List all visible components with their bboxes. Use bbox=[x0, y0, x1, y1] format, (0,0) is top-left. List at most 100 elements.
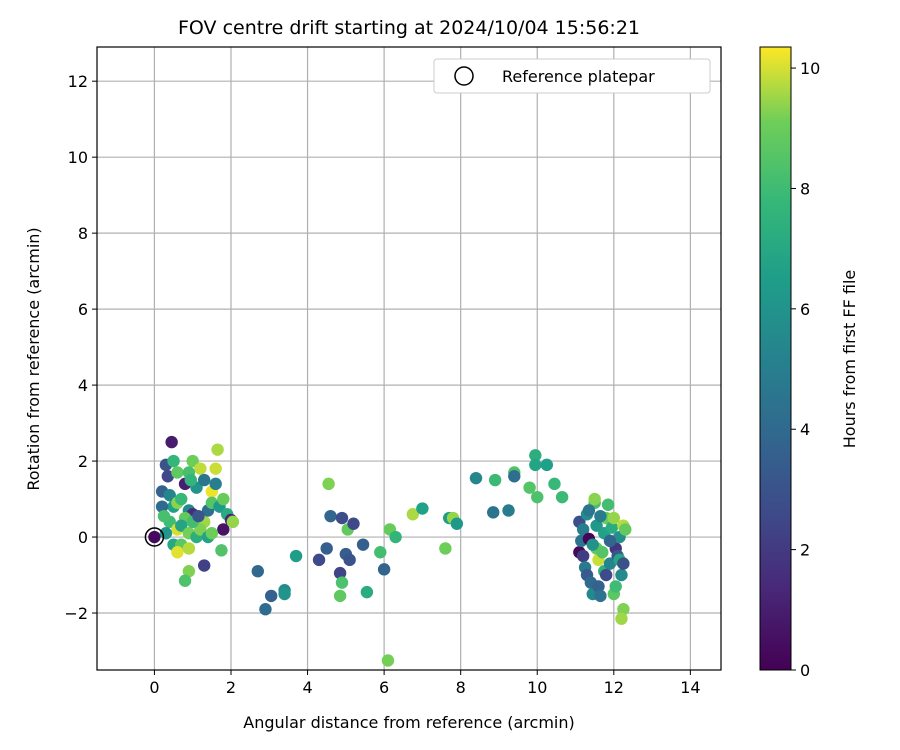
scatter-point bbox=[184, 473, 197, 487]
scatter-point bbox=[343, 553, 356, 567]
scatter-point bbox=[209, 462, 222, 475]
colorbar-tick-label: 6 bbox=[800, 300, 810, 319]
x-tick-label: 0 bbox=[149, 678, 159, 697]
scatter-point bbox=[576, 523, 590, 536]
scatter-point bbox=[406, 508, 420, 521]
scatter-point bbox=[324, 509, 337, 523]
scatter-point bbox=[594, 589, 607, 603]
scatter-point bbox=[523, 481, 536, 494]
scatter-point bbox=[226, 515, 240, 529]
scatter-point bbox=[605, 521, 619, 534]
scatter-point bbox=[182, 542, 196, 555]
scatter-point bbox=[450, 517, 464, 530]
scatter-point bbox=[192, 509, 205, 523]
scatter-point bbox=[389, 530, 402, 544]
colorbar-tick-label: 8 bbox=[800, 179, 810, 198]
scatter-point bbox=[594, 509, 607, 523]
data-points bbox=[155, 435, 632, 667]
scatter-point bbox=[617, 557, 630, 570]
scatter-point bbox=[159, 527, 173, 540]
colorbar-label: Hours from first FF file bbox=[840, 270, 859, 449]
scatter-point bbox=[217, 492, 230, 506]
y-axis-label: Rotation from reference (arcmin) bbox=[24, 227, 43, 490]
scatter-point bbox=[197, 473, 211, 487]
scatter-point bbox=[161, 470, 175, 483]
colorbar-tick-label: 4 bbox=[800, 420, 810, 439]
scatter-point bbox=[163, 489, 176, 502]
y-tick-label: 12 bbox=[68, 72, 88, 91]
x-tick-label: 10 bbox=[527, 678, 547, 697]
scatter-point bbox=[155, 500, 169, 513]
scatter-point bbox=[175, 492, 188, 506]
scatter-point bbox=[603, 534, 617, 548]
chart-title: FOV centre drift starting at 2024/10/04 … bbox=[178, 17, 640, 39]
scatter-point bbox=[209, 477, 222, 491]
scatter-point bbox=[194, 523, 207, 536]
scatter-point bbox=[312, 553, 326, 567]
legend-box bbox=[433, 58, 711, 94]
scatter-point bbox=[617, 603, 630, 616]
scatter-point bbox=[508, 470, 521, 483]
scatter-point bbox=[609, 580, 622, 593]
legend-label-reference: Reference platepar bbox=[502, 67, 655, 86]
scatter-point bbox=[586, 538, 599, 551]
x-tick-label: 8 bbox=[456, 678, 466, 697]
colorbar-tick-label: 2 bbox=[800, 541, 810, 560]
scatter-point bbox=[607, 511, 621, 525]
scatter-point bbox=[197, 559, 211, 572]
scatter-point bbox=[157, 509, 171, 523]
scatter-point bbox=[615, 612, 628, 625]
scatter-point bbox=[615, 568, 628, 582]
scatter-point bbox=[335, 511, 349, 525]
reference-point-marker bbox=[144, 527, 165, 547]
scatter-point bbox=[205, 527, 219, 540]
scatter-point bbox=[619, 523, 632, 536]
scatter-point bbox=[599, 568, 613, 582]
scatter-point bbox=[186, 454, 199, 468]
x-axis-label: Angular distance from reference (arcmin) bbox=[243, 713, 574, 732]
scatter-point bbox=[165, 435, 178, 449]
scatter-point bbox=[439, 542, 452, 555]
x-tick-label: 14 bbox=[680, 678, 700, 697]
scatter-point bbox=[590, 519, 603, 532]
scatter-point bbox=[333, 589, 347, 603]
x-tick-label: 2 bbox=[226, 678, 236, 697]
scatter-point bbox=[601, 498, 615, 511]
scatter-point bbox=[576, 549, 590, 563]
scatter-point bbox=[175, 519, 188, 532]
reference-point-fill bbox=[148, 530, 161, 544]
scatter-point bbox=[211, 443, 224, 456]
colorbar-gradient bbox=[759, 46, 792, 671]
scatter-point bbox=[529, 449, 542, 462]
scatter-point bbox=[251, 565, 264, 578]
scatter-point bbox=[592, 580, 605, 593]
scatter-point bbox=[217, 523, 230, 536]
x-tick-label: 6 bbox=[379, 678, 389, 697]
scatter-point bbox=[171, 546, 184, 559]
colorbar-tick-label: 10 bbox=[800, 59, 820, 78]
scatter-point bbox=[488, 473, 502, 487]
scatter-point bbox=[360, 585, 374, 599]
scatter-point bbox=[171, 466, 184, 479]
y-tick-label: 10 bbox=[68, 148, 88, 167]
scatter-point bbox=[548, 477, 561, 491]
scatter-point bbox=[335, 576, 349, 589]
y-tick-label: 4 bbox=[78, 376, 88, 395]
y-tick-label: 2 bbox=[78, 452, 88, 471]
scatter-point bbox=[182, 565, 196, 578]
colorbar-ticks: 0 2 4 6 8 10 bbox=[791, 59, 820, 680]
scatter-point bbox=[381, 654, 395, 667]
y-tick-label: 0 bbox=[78, 528, 88, 547]
scatter-point bbox=[487, 506, 500, 519]
legend: Reference platepar bbox=[433, 58, 711, 94]
plot-frame bbox=[96, 46, 722, 671]
scatter-point bbox=[178, 574, 192, 587]
scatter-point bbox=[555, 490, 569, 504]
y-tick-label: 8 bbox=[78, 224, 88, 243]
x-axis-ticks: 0 2 4 6 8 10 12 14 bbox=[149, 670, 701, 697]
y-tick-label: 6 bbox=[78, 300, 88, 319]
scatter-point bbox=[215, 544, 228, 557]
scatter-point bbox=[531, 490, 544, 504]
scatter-point bbox=[167, 454, 180, 468]
